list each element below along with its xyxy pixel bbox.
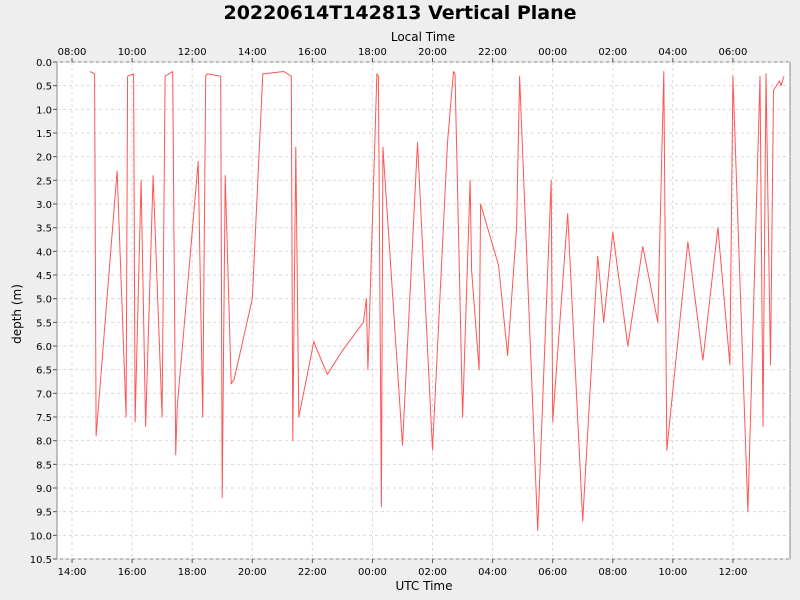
y-tick-label: 6.0: [36, 342, 52, 353]
y-tick-label: 4.0: [36, 247, 52, 258]
plot-area: [56, 61, 791, 560]
y-tick-label: 9.0: [36, 484, 52, 495]
x-tick-label: 08:00: [598, 567, 627, 578]
chart-title: 20220614T142813 Vertical Plane: [223, 2, 576, 24]
x-tick-label: 04:00: [478, 567, 507, 578]
y-tick-label: 8.0: [36, 437, 52, 448]
top-x-tick-label: 18:00: [358, 47, 387, 58]
top-x-tick-label: 14:00: [238, 47, 267, 58]
top-x-tick-label: 22:00: [478, 47, 507, 58]
x-tick-label: 20:00: [238, 567, 267, 578]
series-layer: [89, 71, 785, 532]
x-tick-label: 22:00: [298, 567, 327, 578]
top-x-tick-label: 06:00: [719, 47, 748, 58]
x-tick-label: 06:00: [538, 567, 567, 578]
y-tick-label: 0.5: [36, 82, 52, 93]
grid-lines: [57, 61, 790, 560]
top-x-tick-label: 10:00: [118, 47, 147, 58]
x-tick-label: 02:00: [418, 567, 447, 578]
top-x-tick-label: 12:00: [178, 47, 207, 58]
top-x-tick-label: 20:00: [418, 47, 447, 58]
top-x-tick-label: 02:00: [598, 47, 627, 58]
y-axis-title: depth (m): [10, 284, 24, 344]
axes: 0.0 0.5 1.0 1.5 2.0 2.5 3.0 3.5 4.0 4.5 5.0 5.5 6.0 6…: [30, 47, 748, 578]
top-x-tick-label: 00:00: [538, 47, 567, 58]
y-tick-label: 10.5: [30, 555, 52, 566]
x-tick-label: 16:00: [118, 567, 147, 578]
y-tick-label: 1.0: [36, 105, 52, 116]
top-x-tick-label: 16:00: [298, 47, 327, 58]
y-tick-label: 7.0: [36, 389, 52, 400]
y-tick-label: 3.5: [36, 224, 52, 235]
y-tick-label: 1.5: [36, 129, 52, 140]
y-tick-label: 10.0: [30, 531, 52, 542]
y-tick-label: 5.0: [36, 295, 52, 306]
depth-series-line: [89, 71, 785, 532]
y-tick-label: 2.0: [36, 153, 52, 164]
y-tick-label: 4.5: [36, 271, 52, 282]
y-tick-label: 2.5: [36, 176, 52, 187]
x-tick-label: 12:00: [719, 567, 748, 578]
y-tick-label: 3.0: [36, 200, 52, 211]
x-tick-label: 14:00: [58, 567, 87, 578]
x-tick-label: 10:00: [658, 567, 687, 578]
top-axis-title: Local Time: [391, 30, 455, 44]
x-tick-label: 00:00: [358, 567, 387, 578]
y-tick-label: 5.5: [36, 318, 52, 329]
y-tick-label: 7.5: [36, 413, 52, 424]
x-tick-label: 18:00: [178, 567, 207, 578]
y-tick-label: 6.5: [36, 366, 52, 377]
y-tick-label: 0.0: [36, 58, 52, 69]
y-tick-label: 8.5: [36, 460, 52, 471]
x-axis-title: UTC Time: [396, 579, 453, 593]
top-x-tick-label: 08:00: [58, 47, 87, 58]
y-tick-label: 9.5: [36, 508, 52, 519]
top-x-tick-label: 04:00: [658, 47, 687, 58]
